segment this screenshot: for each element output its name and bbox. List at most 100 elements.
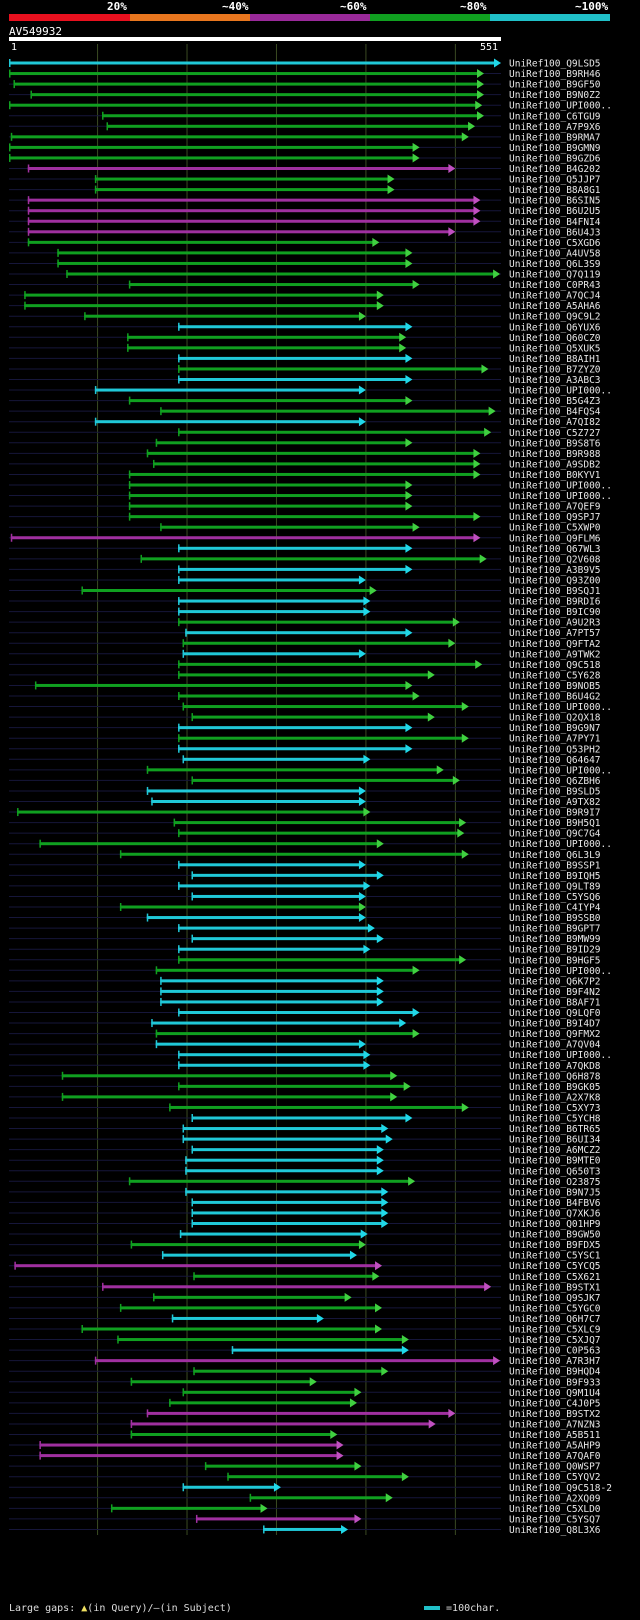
- hit-row[interactable]: UniRef100_B9RDI6: [9, 596, 601, 608]
- hit-bar[interactable]: [191, 873, 378, 877]
- hit-id-label[interactable]: UniRef100_UPI000..: [509, 1050, 612, 1061]
- hit-bar[interactable]: [27, 198, 475, 202]
- hit-id-label[interactable]: UniRef100_C5Y628: [509, 670, 601, 681]
- hit-row[interactable]: UniRef100_Q6L3L9: [9, 849, 601, 861]
- hit-id-label[interactable]: UniRef100_B9N0Z2: [509, 90, 601, 101]
- hit-id-label[interactable]: UniRef100_A7NZN3: [509, 1419, 601, 1430]
- hit-id-label[interactable]: UniRef100_UPI000..: [509, 702, 612, 713]
- hit-bar[interactable]: [182, 705, 463, 709]
- hit-bar[interactable]: [110, 1506, 262, 1510]
- hit-row[interactable]: UniRef100_Q9SPJ7: [9, 512, 601, 523]
- hit-row[interactable]: UniRef100_B9H5Q1: [9, 818, 601, 829]
- hit-id-label[interactable]: UniRef100_B0KYV1: [509, 470, 601, 481]
- hit-bar[interactable]: [160, 525, 414, 529]
- hit-id-label[interactable]: UniRef100_A7QV04: [509, 1040, 601, 1051]
- hit-id-label[interactable]: UniRef100_Q5XUK5: [509, 343, 601, 354]
- hit-row[interactable]: UniRef100_C5XGD6: [9, 237, 601, 249]
- hit-row[interactable]: UniRef100_A7QEF9: [9, 501, 601, 513]
- hit-id-label[interactable]: UniRef100_A7QEF9: [509, 502, 601, 513]
- hit-row[interactable]: UniRef100_Q2V608: [9, 554, 601, 565]
- hit-row[interactable]: UniRef100_Q0WSP7: [9, 1461, 601, 1473]
- hit-bar[interactable]: [155, 441, 407, 445]
- hit-row[interactable]: UniRef100_B9MW99: [9, 934, 601, 945]
- hit-row[interactable]: UniRef100_Q9LT89: [9, 881, 601, 892]
- hit-row[interactable]: UniRef100_C5YGC0: [9, 1303, 601, 1314]
- hit-row[interactable]: UniRef100_C5Z727: [9, 427, 601, 439]
- hit-id-label[interactable]: UniRef100_Q60CZ0: [509, 333, 601, 344]
- hit-bar[interactable]: [24, 304, 378, 308]
- hit-id-label[interactable]: UniRef100_B9STX2: [509, 1409, 601, 1420]
- hit-id-label[interactable]: UniRef100_Q9FTA2: [509, 639, 601, 650]
- hit-row[interactable]: UniRef100_C5YCQ5: [9, 1261, 601, 1272]
- hit-bar[interactable]: [9, 72, 479, 76]
- hit-id-label[interactable]: UniRef100_UPI000..: [509, 966, 612, 977]
- hit-id-label[interactable]: UniRef100_Q2V608: [509, 554, 601, 565]
- hit-row[interactable]: UniRef100_B6U4J3: [9, 227, 601, 238]
- hit-id-label[interactable]: UniRef100_B8AIH1: [509, 354, 601, 365]
- hit-bar[interactable]: [178, 694, 414, 698]
- hit-bar[interactable]: [178, 662, 477, 666]
- hit-row[interactable]: UniRef100_B9IQH5: [9, 870, 601, 882]
- hit-bar[interactable]: [57, 261, 407, 265]
- hit-id-label[interactable]: UniRef100_B9RH46: [509, 69, 601, 80]
- hit-id-label[interactable]: UniRef100_B4G202: [509, 164, 601, 175]
- hit-row[interactable]: UniRef100_Q7Q119: [9, 269, 601, 281]
- hit-bar[interactable]: [39, 1454, 338, 1458]
- hit-bar[interactable]: [14, 1264, 377, 1268]
- hit-bar[interactable]: [146, 1411, 450, 1415]
- hit-row[interactable]: UniRef100_B9G9N7: [9, 723, 601, 734]
- hit-id-label[interactable]: UniRef100_B9I4D7: [509, 1019, 601, 1030]
- hit-bar[interactable]: [9, 156, 414, 160]
- hit-row[interactable]: UniRef100_B5G4Z3: [9, 396, 601, 407]
- hit-row[interactable]: UniRef100_B9ID29: [9, 944, 601, 956]
- hit-id-label[interactable]: UniRef100_B9SLD5: [509, 786, 601, 797]
- hit-id-label[interactable]: UniRef100_Q9FMX2: [509, 1029, 601, 1040]
- hit-id-label[interactable]: UniRef100_B6U2U5: [509, 206, 601, 217]
- hit-row[interactable]: UniRef100_Q6L3S9: [9, 258, 601, 270]
- hit-id-label[interactable]: UniRef100_B9H5Q1: [509, 818, 601, 829]
- hit-row[interactable]: UniRef100_B9HQD4: [9, 1366, 601, 1378]
- hit-bar[interactable]: [178, 958, 461, 962]
- hit-row[interactable]: UniRef100_Q2QX18: [9, 712, 601, 724]
- hit-id-label[interactable]: UniRef100_B9R988: [509, 449, 601, 460]
- hit-id-label[interactable]: UniRef100_Q9LSD5: [509, 59, 601, 70]
- hit-bar[interactable]: [178, 367, 483, 371]
- hit-id-label[interactable]: UniRef100_C5YSQ7: [509, 1514, 601, 1525]
- hit-bar[interactable]: [128, 515, 475, 519]
- hit-bar[interactable]: [178, 863, 360, 867]
- hit-bar[interactable]: [171, 1316, 318, 1320]
- hit-id-label[interactable]: UniRef100_Q9C9L2: [509, 312, 601, 323]
- hit-id-label[interactable]: UniRef100_B9FDX5: [509, 1240, 601, 1251]
- hit-row[interactable]: UniRef100_B9R9I7: [9, 807, 601, 819]
- hit-id-label[interactable]: UniRef100_B6U4J3: [509, 227, 601, 238]
- hit-bar[interactable]: [191, 715, 429, 719]
- hit-id-label[interactable]: UniRef100_C5XY73: [509, 1103, 601, 1114]
- hit-id-label[interactable]: UniRef100_A7QAF0: [509, 1451, 601, 1462]
- hit-bar[interactable]: [10, 536, 475, 540]
- hit-id-label[interactable]: UniRef100_Q5JJP7: [509, 175, 601, 186]
- hit-bar[interactable]: [191, 894, 360, 898]
- hit-row[interactable]: UniRef100_Q53PH2: [9, 744, 601, 755]
- hit-id-label[interactable]: UniRef100_C5XLC9: [509, 1325, 601, 1336]
- hit-row[interactable]: UniRef100_Q60CZ0: [9, 332, 601, 344]
- hit-id-label[interactable]: UniRef100_B9RMA7: [509, 132, 601, 143]
- hit-row[interactable]: UniRef100_Q9C518-2: [9, 1482, 612, 1494]
- hit-row[interactable]: UniRef100_B9STX2: [9, 1408, 601, 1420]
- hit-bar[interactable]: [179, 1232, 362, 1236]
- hit-bar[interactable]: [182, 652, 360, 656]
- hit-bar[interactable]: [178, 747, 407, 751]
- hit-id-label[interactable]: UniRef100_C5Z727: [509, 428, 601, 439]
- hit-id-label[interactable]: UniRef100_A7R3H7: [509, 1356, 601, 1367]
- hit-bar[interactable]: [66, 272, 495, 276]
- hit-id-label[interactable]: UniRef100_A9TWK2: [509, 649, 601, 660]
- hit-bar[interactable]: [153, 1295, 346, 1299]
- hit-id-label[interactable]: UniRef100_Q53PH2: [509, 744, 601, 755]
- hit-row[interactable]: UniRef100_A9SDB2: [9, 459, 601, 470]
- hit-row[interactable]: UniRef100_A7PY71: [9, 733, 601, 745]
- hit-row[interactable]: UniRef100_Q9C518: [9, 659, 601, 671]
- hit-row[interactable]: UniRef100_B9NOB5: [9, 680, 601, 692]
- hit-row[interactable]: UniRef100_Q650T3: [9, 1166, 601, 1177]
- hit-id-label[interactable]: UniRef100_Q9C518: [509, 660, 601, 671]
- hit-id-label[interactable]: UniRef100_UPI000..: [509, 386, 612, 397]
- hit-bar[interactable]: [127, 346, 401, 350]
